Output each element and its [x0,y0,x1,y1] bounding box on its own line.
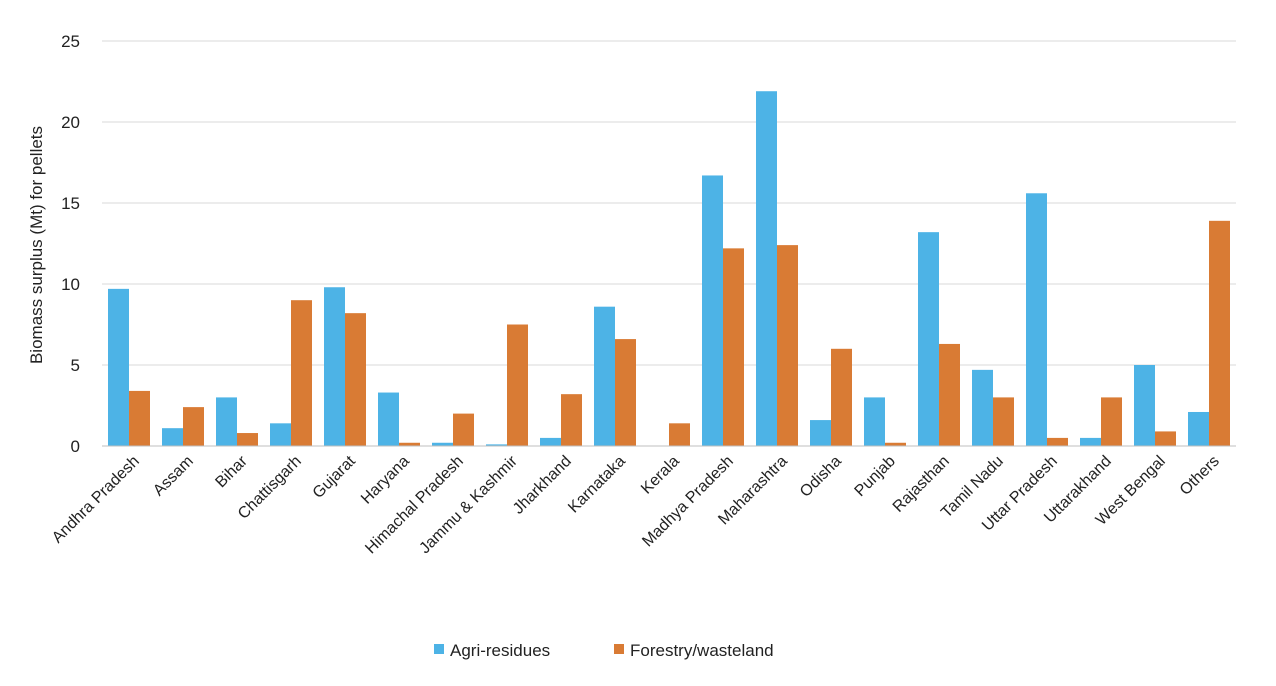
x-category-label: Others [1177,453,1223,499]
bar-forestry-wasteland [1047,437,1068,446]
bar-agri-residues [918,232,939,446]
bar-agri-residues [810,420,831,446]
bar-forestry-wasteland [723,248,744,446]
x-category-label: Madhya Pradesh [639,453,737,551]
bar-forestry-wasteland [183,407,204,446]
bar-agri-residues [756,91,777,446]
bar-agri-residues [540,437,561,446]
y-tick-label: 5 [71,356,80,375]
y-tick-label: 25 [61,32,80,51]
x-category-label: Punjab [852,453,899,500]
bar-agri-residues [216,397,237,446]
bar-agri-residues [594,306,615,446]
x-category-label: Himachal Pradesh [362,453,466,557]
bar-forestry-wasteland [561,394,582,446]
legend-swatch [614,644,624,654]
bar-forestry-wasteland [399,442,420,446]
bar-agri-residues [486,444,507,446]
bar-forestry-wasteland [669,423,690,446]
bar-forestry-wasteland [1155,431,1176,446]
y-tick-label: 0 [71,437,80,456]
bar-agri-residues [162,428,183,446]
bar-forestry-wasteland [885,442,906,446]
bar-agri-residues [432,442,453,446]
x-category-label: Haryana [358,453,413,508]
bar-agri-residues [1026,193,1047,446]
bar-forestry-wasteland [1101,397,1122,446]
bar-forestry-wasteland [939,343,960,446]
x-category-label: Bihar [212,452,251,491]
bar-agri-residues [972,369,993,446]
y-tick-label: 15 [61,194,80,213]
y-tick-label: 20 [61,113,80,132]
bar-forestry-wasteland [453,413,474,446]
bar-agri-residues [270,423,291,446]
x-category-label: Andhra Pradesh [49,453,143,547]
bar-forestry-wasteland [993,397,1014,446]
bar-forestry-wasteland [291,300,312,446]
bar-forestry-wasteland [237,433,258,446]
gridlines [102,40,1236,366]
bar-agri-residues [324,287,345,446]
x-category-label: Assam [150,453,197,500]
bar-forestry-wasteland [345,313,366,446]
x-category-label: Karnataka [565,453,629,517]
bar-forestry-wasteland [507,324,528,446]
y-tick-label: 10 [61,275,80,294]
bar-agri-residues [1134,365,1155,446]
bar-forestry-wasteland [831,348,852,446]
legend-label: Forestry/wasteland [630,641,774,660]
bar-forestry-wasteland [1209,220,1230,446]
legend: Agri-residues Forestry/wasteland [434,641,774,660]
x-category-label: Odisha [797,453,845,501]
bar-agri-residues [702,175,723,446]
x-category-label: Kerala [638,453,683,498]
bar-agri-residues [378,392,399,446]
y-axis-label: Biomass surplus (Mt) for pellets [27,126,46,364]
y-axis-ticks: 0 5 10 15 20 25 [61,32,80,456]
bar-agri-residues [1080,437,1101,446]
bar-agri-residues [1188,411,1209,446]
bars [108,91,1230,446]
legend-label: Agri-residues [450,641,550,660]
bar-forestry-wasteland [129,390,150,446]
x-category-label: Gujarat [310,452,360,502]
x-category-label: Jharkhand [510,453,575,518]
bar-forestry-wasteland [777,245,798,446]
x-category-label: Jammu & Kashmir [416,452,521,557]
bar-agri-residues [108,288,129,446]
bar-agri-residues [864,397,885,446]
legend-swatch [434,644,444,654]
bar-forestry-wasteland [615,339,636,446]
